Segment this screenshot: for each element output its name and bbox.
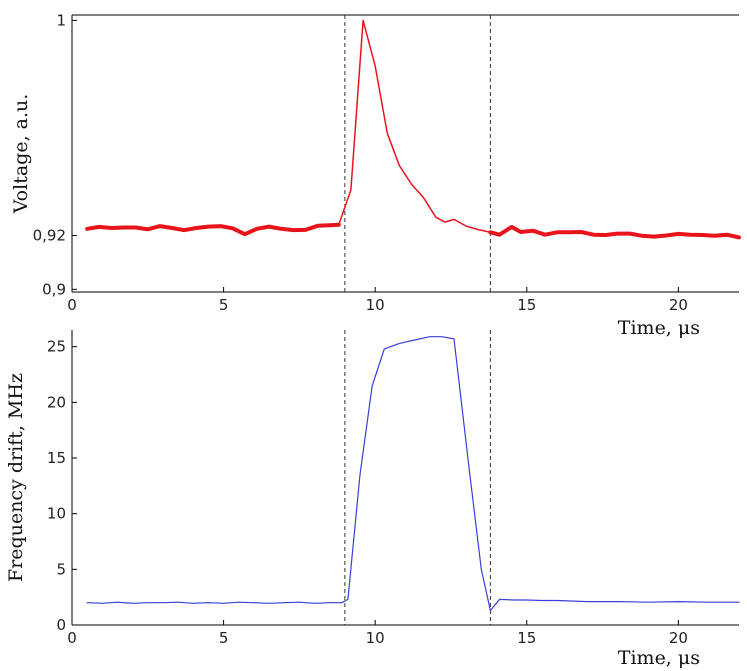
frequency-y-tick-label: 25	[47, 338, 66, 356]
voltage-series	[85, 19, 741, 240]
frequency-time-markers	[344, 330, 491, 625]
voltage-x-tick-label: 10	[366, 296, 385, 314]
voltage-x-tick-label: 0	[67, 296, 77, 314]
frequency-y-tick-label: 10	[47, 505, 66, 523]
voltage-x-tick-label: 5	[219, 296, 229, 314]
frequency-x-tick-label: 0	[67, 629, 77, 647]
voltage-y-tick-label: 1	[56, 11, 66, 29]
voltage-x-tick-label: 20	[669, 296, 688, 314]
frequency-y-tick-label: 5	[56, 560, 66, 578]
frequency-y-tick-label: 0	[56, 616, 66, 634]
frequency-series-line	[86, 336, 740, 612]
frequency-y-tick-label: 15	[47, 449, 66, 467]
voltage-series-line	[488, 224, 741, 240]
voltage-x-axis-title: Time, μs	[618, 317, 700, 339]
frequency-x-axis-title: Time, μs	[618, 647, 700, 669]
voltage-series-line	[85, 222, 341, 237]
frequency-x-tick-label: 15	[517, 629, 536, 647]
frequency-panel: 0 5 10 15 20 25 0 5 10 15 20 Frequency drift, MHz…	[5, 330, 740, 669]
voltage-series-line	[338, 19, 492, 234]
voltage-y-tick-label: 0,9	[42, 280, 66, 298]
frequency-y-ticks: 0 5 10 15 20 25	[47, 338, 77, 634]
frequency-x-ticks: 0 5 10 15 20	[67, 620, 688, 647]
frequency-y-tick-label: 20	[47, 393, 66, 411]
frequency-y-axis-title: Frequency drift, MHz	[5, 373, 27, 582]
voltage-x-tick-label: 15	[517, 296, 536, 314]
voltage-panel: 0,9 0,92 1 0 5 10 15 20 Voltage, a.u. Time, μs	[10, 11, 741, 339]
frequency-x-tick-label: 20	[669, 629, 688, 647]
voltage-y-axis-title: Voltage, a.u.	[10, 94, 32, 215]
voltage-y-tick-label: 0,92	[33, 227, 66, 245]
frequency-series	[86, 336, 740, 612]
voltage-time-markers	[344, 15, 491, 292]
frequency-x-tick-label: 10	[366, 629, 385, 647]
frequency-x-tick-label: 5	[219, 629, 229, 647]
voltage-x-ticks: 0 5 10 15 20	[67, 287, 688, 314]
voltage-y-ticks: 0,9 0,92 1	[33, 11, 77, 298]
